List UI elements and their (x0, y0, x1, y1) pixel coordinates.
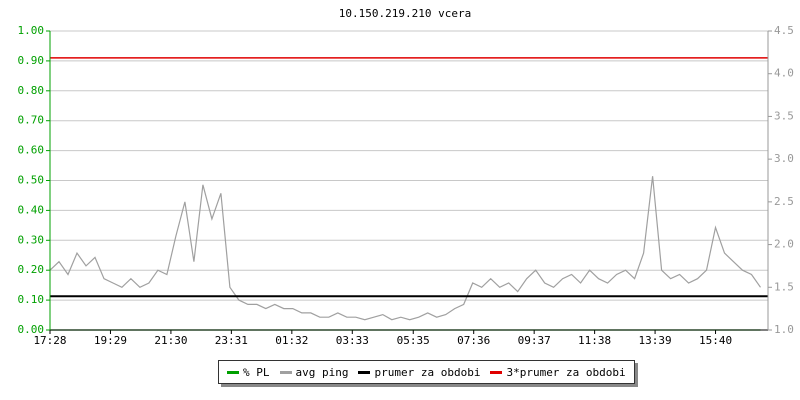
y2-tick-label: 1.0 (774, 323, 794, 336)
series-line (49, 176, 761, 321)
x-tick-label: 07:36 (457, 334, 490, 347)
y-tick-label: 0.00 (18, 323, 45, 336)
legend-label: prumer za obdobi (374, 365, 481, 379)
legend-item: prumer za obdobi (358, 366, 480, 379)
y-tick-label: 0.40 (18, 203, 45, 216)
y-tick-label: 0.50 (18, 174, 45, 187)
y2-tick-label: 4.0 (774, 67, 794, 80)
y-tick-label: 0.60 (18, 144, 45, 157)
y2-tick-label: 1.5 (774, 280, 794, 293)
legend-item: % PL (227, 366, 270, 379)
x-tick-label: 09:37 (518, 334, 551, 347)
x-tick-label: 01:32 (275, 334, 308, 347)
y-tick-label: 0.80 (18, 84, 45, 97)
x-tick-label: 19:29 (94, 334, 127, 347)
x-tick-label: 15:40 (699, 334, 732, 347)
y2-tick-label: 3.0 (774, 152, 794, 165)
x-tick-label: 11:38 (578, 334, 611, 347)
x-tick-label: 05:35 (397, 334, 430, 347)
y-tick-label: 0.90 (18, 54, 45, 67)
x-tick-label: 13:39 (639, 334, 672, 347)
y2-tick-label: 2.0 (774, 238, 794, 251)
y2-tick-label: 2.5 (774, 195, 794, 208)
legend-item: avg ping (279, 365, 349, 379)
legend-swatch (279, 370, 292, 374)
y-tick-label: 1.00 (18, 24, 45, 37)
legend-label: % PL (243, 365, 270, 379)
x-tick-label: 17:28 (33, 334, 66, 347)
x-tick-label: 23:31 (215, 334, 248, 347)
legend-item: 3*prumer za obdobi (490, 365, 626, 379)
legend-swatch (227, 370, 239, 374)
legend-swatch (490, 370, 503, 374)
legend-label: 3*prumer za obdobi (506, 365, 626, 379)
legend-label: avg ping (295, 365, 349, 379)
x-tick-label: 03:33 (336, 334, 369, 347)
y-tick-label: 0.70 (18, 114, 45, 127)
y-tick-label: 0.30 (18, 233, 45, 246)
y-tick-label: 0.10 (18, 293, 45, 306)
y2-tick-label: 4.5 (774, 24, 794, 37)
legend: % PL avg ping prumer za obdobi 3*prumer za … (218, 360, 635, 384)
chart-title: 10.150.219.210 vcera (339, 7, 471, 20)
y-tick-label: 0.20 (18, 263, 45, 276)
y2-tick-label: 3.5 (774, 109, 794, 122)
legend-swatch (358, 370, 371, 374)
x-tick-label: 21:30 (154, 334, 187, 347)
